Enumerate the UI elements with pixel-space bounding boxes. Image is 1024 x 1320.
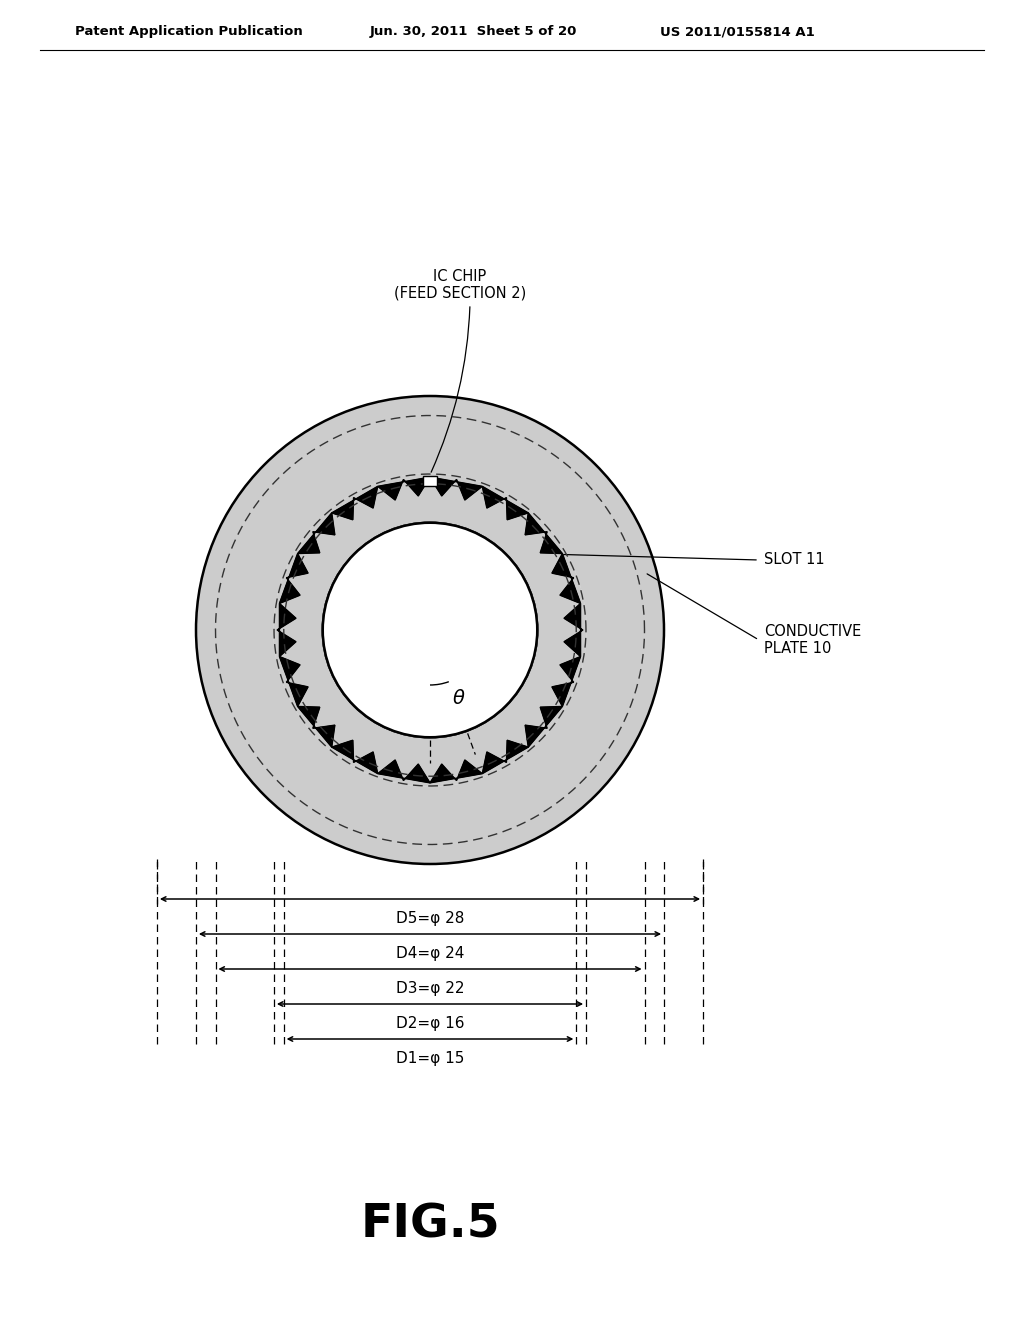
Bar: [423, 475, 437, 486]
Polygon shape: [278, 603, 296, 656]
Polygon shape: [525, 706, 562, 747]
Text: D5=φ 28: D5=φ 28: [396, 911, 464, 927]
Polygon shape: [332, 486, 378, 520]
Text: CONDUCTIVE
PLATE 10: CONDUCTIVE PLATE 10: [764, 624, 861, 656]
Polygon shape: [482, 486, 528, 520]
Polygon shape: [430, 760, 482, 783]
Polygon shape: [430, 477, 482, 500]
Text: D2=φ 16: D2=φ 16: [395, 1016, 464, 1031]
Circle shape: [323, 523, 538, 738]
Polygon shape: [525, 513, 562, 553]
Text: Jun. 30, 2011  Sheet 5 of 20: Jun. 30, 2011 Sheet 5 of 20: [370, 25, 578, 38]
Text: Patent Application Publication: Patent Application Publication: [75, 25, 303, 38]
Polygon shape: [552, 656, 581, 706]
Text: US 2011/0155814 A1: US 2011/0155814 A1: [660, 25, 815, 38]
Polygon shape: [298, 706, 335, 747]
Polygon shape: [564, 603, 583, 656]
Polygon shape: [332, 741, 378, 774]
Circle shape: [196, 396, 664, 865]
Polygon shape: [298, 513, 335, 553]
Polygon shape: [378, 477, 430, 500]
Circle shape: [323, 523, 538, 738]
Circle shape: [274, 474, 586, 785]
Text: D1=φ 15: D1=φ 15: [396, 1051, 464, 1067]
Text: D3=φ 22: D3=φ 22: [395, 981, 464, 997]
Polygon shape: [552, 553, 581, 603]
Polygon shape: [280, 553, 308, 603]
Polygon shape: [280, 656, 308, 706]
Text: FIG.5: FIG.5: [360, 1203, 500, 1247]
Polygon shape: [378, 760, 430, 783]
Text: θ: θ: [453, 689, 465, 709]
Polygon shape: [482, 741, 528, 774]
Text: IC CHIP
(FEED SECTION 2): IC CHIP (FEED SECTION 2): [394, 268, 526, 301]
Text: SLOT 11: SLOT 11: [764, 553, 824, 568]
Circle shape: [274, 474, 586, 785]
Text: D4=φ 24: D4=φ 24: [396, 946, 464, 961]
